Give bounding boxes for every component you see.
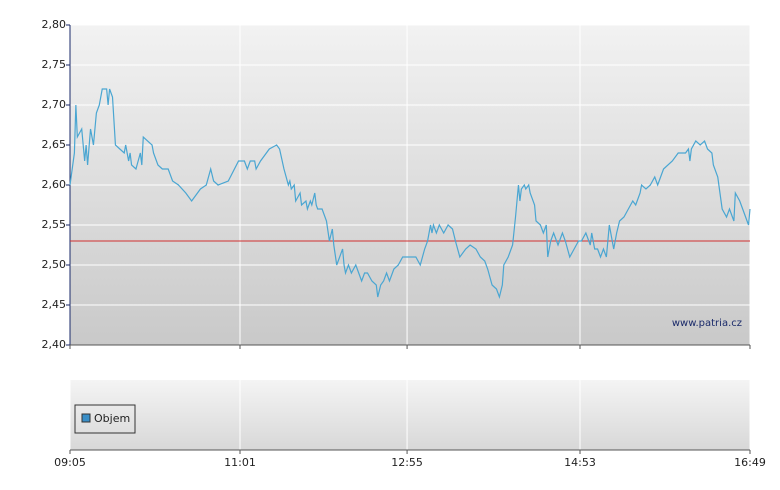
x-tick-label: 09:05	[54, 456, 86, 469]
y-tick-label: 2,45	[42, 298, 67, 311]
legend-box	[74, 404, 136, 434]
price-line	[69, 88, 751, 300]
y-tick-label: 2,50	[42, 258, 67, 271]
y-tick-label: 2,55	[42, 218, 67, 231]
volume-area	[70, 380, 750, 450]
y-tick-label: 2,75	[42, 58, 67, 71]
x-tick-label: 16:49	[734, 456, 766, 469]
y-tick-label: 2,70	[42, 98, 67, 111]
y-tick-label: 2,80	[42, 18, 67, 31]
x-tick-label: 11:01	[224, 456, 256, 469]
x-tick-label: 12:55	[391, 456, 423, 469]
watermark: www.patria.cz	[672, 318, 742, 329]
x-tick-label: 14:53	[564, 456, 596, 469]
y-tick-label: 2,65	[42, 138, 67, 151]
y-tick-label: 2,60	[42, 178, 67, 191]
legend-swatch	[81, 413, 91, 423]
y-tick-label: 2,40	[42, 338, 67, 351]
legend-label: Objem	[94, 412, 130, 425]
